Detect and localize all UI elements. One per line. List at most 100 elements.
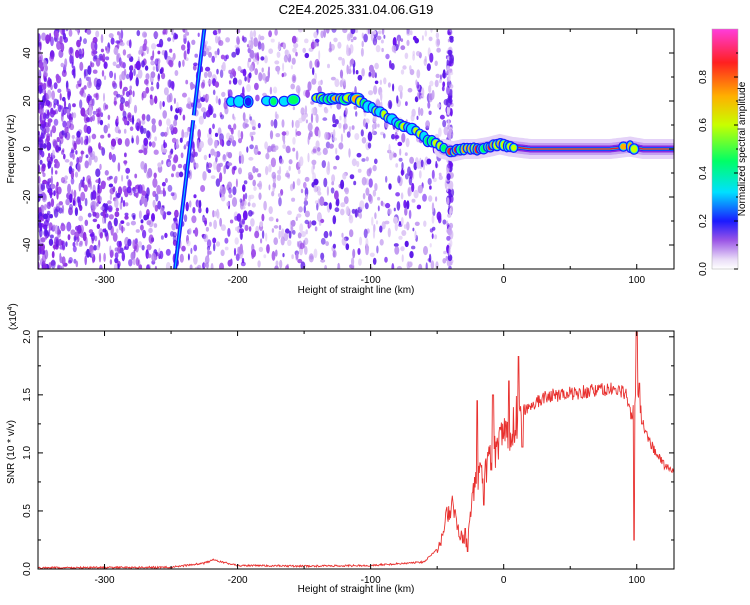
spectrogram-x-label: Height of straight line (km) [298, 285, 415, 296]
noise-blob [170, 105, 173, 112]
noise-blob [289, 183, 294, 192]
noise-blob [136, 29, 141, 37]
noise-blob [38, 77, 41, 85]
noise-blob [100, 34, 104, 44]
noise-blob [400, 217, 404, 226]
noise-blob [173, 97, 176, 104]
noise-blob [46, 156, 49, 163]
noise-blob [233, 165, 237, 171]
noise-blob [78, 156, 83, 163]
noise-blob [46, 141, 50, 152]
noise-blob [157, 60, 161, 71]
noise-blob [194, 227, 199, 237]
noise-blob [120, 61, 124, 68]
noise-blob [407, 187, 411, 197]
noise-blob [268, 184, 271, 191]
noise-blob [432, 226, 436, 231]
noise-blob [288, 165, 291, 171]
noise-blob [360, 129, 364, 137]
noise-blob [342, 172, 347, 180]
noise-blob [337, 41, 342, 49]
noise-blob [224, 246, 229, 251]
noise-blob [135, 229, 140, 233]
colorbar-gradient [712, 29, 738, 269]
noise-blob [173, 154, 179, 163]
noise-blob [47, 160, 52, 169]
noise-blob [103, 252, 106, 262]
noise-blob [40, 63, 43, 69]
noise-blob [328, 47, 333, 53]
noise-blob [321, 160, 326, 169]
noise-blob [367, 29, 371, 35]
noise-blob [77, 29, 80, 36]
noise-blob [397, 37, 400, 47]
snr-x-tick-label: -100 [361, 575, 381, 586]
noise-blob [170, 192, 175, 197]
noise-blob [210, 175, 216, 180]
noise-blob [431, 202, 435, 213]
noise-blob [263, 200, 267, 211]
noise-blob [125, 167, 131, 174]
noise-blob [54, 163, 57, 169]
noise-blob [367, 142, 372, 149]
noise-blob [207, 169, 212, 174]
noise-blob [268, 164, 272, 173]
noise-blob [354, 133, 360, 140]
noise-blob [257, 183, 262, 188]
noise-blob [446, 65, 450, 71]
noise-blob [332, 243, 336, 249]
noise-blob [71, 55, 74, 66]
noise-blob [47, 89, 52, 99]
noise-blob [427, 178, 432, 185]
noise-blob [313, 31, 318, 39]
noise-blob [143, 164, 148, 174]
noise-blob [226, 140, 231, 147]
noise-blob [67, 234, 71, 241]
noise-blob [383, 34, 386, 39]
noise-blob [232, 186, 237, 196]
noise-blob [132, 215, 136, 220]
noise-blob [277, 193, 282, 198]
noise-blob [370, 31, 374, 42]
noise-blob [312, 67, 315, 76]
noise-blob [119, 74, 123, 82]
noise-blob [79, 61, 84, 71]
noise-blob [64, 58, 68, 68]
noise-blob [111, 80, 116, 88]
noise-blob [129, 126, 134, 131]
noise-blob [163, 87, 169, 96]
noise-blob [104, 125, 108, 133]
noise-blob [273, 225, 279, 229]
colorbar-tick-label: 0.8 [698, 70, 709, 84]
noise-blob [257, 122, 261, 129]
noise-blob [168, 154, 172, 160]
noise-blob [198, 199, 202, 209]
spectrogram-y-label: Frequency (Hz) [6, 115, 17, 184]
noise-blob [431, 169, 435, 180]
noise-blob [385, 202, 391, 209]
noise-blob [99, 55, 104, 61]
noise-blob [124, 215, 129, 220]
noise-blob [72, 112, 77, 119]
noise-blob [72, 103, 76, 108]
noise-blob [334, 119, 339, 125]
noise-blob [184, 29, 188, 36]
noise-blob [95, 82, 101, 90]
noise-blob [142, 43, 147, 52]
noise-blob [179, 108, 182, 116]
noise-blob [214, 132, 219, 137]
noise-blob [346, 33, 351, 42]
noise-blob [49, 109, 55, 118]
noise-blob [46, 135, 50, 143]
noise-blob [178, 60, 181, 68]
noise-blob [340, 133, 343, 143]
snr-scale-suffix: ) [8, 303, 19, 306]
noise-blob [264, 141, 268, 150]
noise-blob [224, 237, 229, 244]
noise-blob [248, 194, 251, 203]
noise-blob [431, 214, 435, 224]
noise-blob [151, 43, 157, 50]
noise-blob [262, 92, 267, 97]
noise-blob [50, 259, 56, 269]
noise-blob [68, 29, 73, 37]
